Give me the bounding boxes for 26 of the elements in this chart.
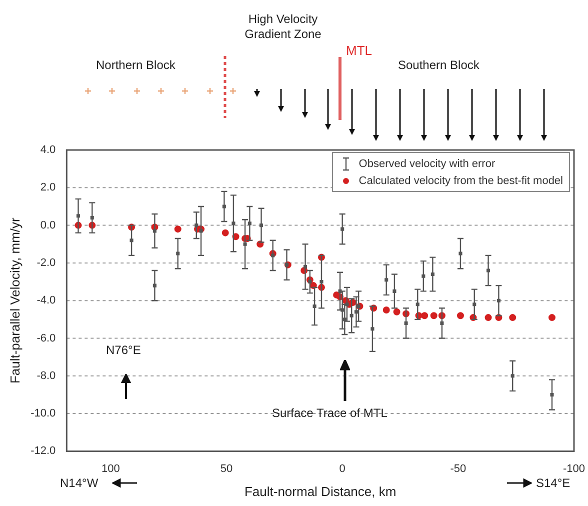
y-tick-label: -4.0 [36,294,56,307]
x-tick-label: -100 [562,462,586,475]
y-tick-label: 4.0 [40,144,56,156]
legend-label: Calculated velocity from the best-fit model [358,174,563,186]
text: S14°E [536,476,570,490]
x-axis-title: Fault-normal Distance, km [244,484,396,499]
annotation: Surface Trace of MTL [272,406,388,420]
y-tick-label: -8.0 [36,370,56,382]
y-tick-label: -10.0 [30,408,56,420]
x-tick-label: -50 [450,462,466,475]
y-tick-label: -6.0 [36,332,56,344]
annotation: N76°E [106,343,141,357]
y-axis-title: Fault-parallel Velocity, mm/yr [7,216,22,384]
x-tick-label: 100 [102,462,120,475]
y-tick-label: 0.0 [40,219,56,232]
text: High Velocity Gradient Zone [244,12,322,42]
y-tick-label: 2.0 [40,182,56,194]
text: N14°W [60,476,98,490]
legend-label: Observed velocity with error [358,158,496,170]
x-tick-label: 0 [339,462,346,475]
x-tick-label: 50 [220,462,233,475]
y-tick-label: -12.0 [30,445,56,458]
y-tick-label: -2.0 [36,256,56,269]
text: MTL [346,43,372,58]
text: Northern Block [96,58,176,72]
text: Southern Block [398,58,480,72]
